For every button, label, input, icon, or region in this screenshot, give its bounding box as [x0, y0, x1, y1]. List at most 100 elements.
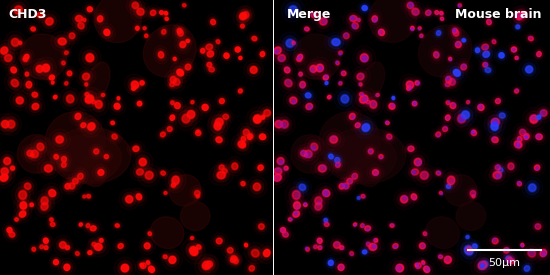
Ellipse shape — [478, 42, 492, 53]
Ellipse shape — [311, 143, 317, 150]
Ellipse shape — [522, 63, 536, 76]
Ellipse shape — [240, 9, 252, 21]
Ellipse shape — [315, 161, 330, 175]
Ellipse shape — [118, 244, 123, 249]
Ellipse shape — [319, 112, 380, 172]
Ellipse shape — [530, 115, 538, 123]
Ellipse shape — [310, 12, 318, 18]
Ellipse shape — [54, 35, 70, 48]
Ellipse shape — [94, 149, 98, 154]
Ellipse shape — [422, 263, 425, 265]
Ellipse shape — [90, 99, 97, 105]
Ellipse shape — [481, 260, 489, 268]
Ellipse shape — [525, 134, 529, 139]
Ellipse shape — [336, 61, 339, 65]
Ellipse shape — [293, 201, 301, 210]
Ellipse shape — [239, 12, 248, 21]
Ellipse shape — [0, 43, 11, 57]
Ellipse shape — [34, 10, 46, 20]
Ellipse shape — [324, 222, 329, 226]
Ellipse shape — [410, 193, 417, 201]
Ellipse shape — [520, 129, 526, 136]
Text: Mouse brain: Mouse brain — [455, 8, 542, 21]
Ellipse shape — [409, 3, 413, 7]
Ellipse shape — [205, 264, 208, 268]
Ellipse shape — [230, 258, 236, 263]
Ellipse shape — [450, 103, 456, 109]
Ellipse shape — [384, 120, 391, 126]
Ellipse shape — [30, 246, 37, 253]
Ellipse shape — [21, 180, 34, 192]
Ellipse shape — [64, 81, 68, 86]
Ellipse shape — [189, 99, 195, 105]
Ellipse shape — [254, 115, 261, 123]
Ellipse shape — [313, 60, 327, 75]
Ellipse shape — [448, 57, 452, 61]
Ellipse shape — [31, 150, 38, 158]
Ellipse shape — [497, 111, 508, 120]
Ellipse shape — [367, 102, 370, 104]
Ellipse shape — [216, 170, 227, 180]
Ellipse shape — [100, 92, 106, 98]
Ellipse shape — [362, 223, 373, 233]
Ellipse shape — [213, 121, 222, 131]
Ellipse shape — [296, 57, 302, 62]
Ellipse shape — [413, 260, 424, 271]
Ellipse shape — [116, 95, 121, 101]
Ellipse shape — [455, 42, 459, 46]
Ellipse shape — [504, 248, 509, 253]
Ellipse shape — [19, 41, 21, 44]
Ellipse shape — [305, 93, 311, 98]
Ellipse shape — [19, 191, 26, 199]
Ellipse shape — [405, 84, 413, 92]
Ellipse shape — [312, 243, 319, 250]
Ellipse shape — [64, 264, 70, 270]
Ellipse shape — [318, 200, 322, 204]
Ellipse shape — [305, 27, 309, 31]
Ellipse shape — [86, 194, 91, 199]
Ellipse shape — [280, 227, 286, 233]
Ellipse shape — [62, 163, 66, 167]
Ellipse shape — [251, 36, 257, 41]
Ellipse shape — [329, 135, 338, 144]
Ellipse shape — [314, 245, 317, 249]
Ellipse shape — [516, 9, 528, 21]
Ellipse shape — [245, 243, 248, 247]
Ellipse shape — [21, 56, 30, 63]
Ellipse shape — [20, 34, 67, 79]
Ellipse shape — [162, 30, 166, 34]
Ellipse shape — [133, 146, 139, 151]
Ellipse shape — [444, 126, 447, 130]
Ellipse shape — [434, 28, 443, 38]
Ellipse shape — [440, 17, 444, 21]
Ellipse shape — [462, 64, 466, 68]
Ellipse shape — [219, 98, 225, 104]
Ellipse shape — [436, 30, 441, 36]
Ellipse shape — [376, 95, 378, 97]
Ellipse shape — [535, 224, 541, 229]
Ellipse shape — [485, 46, 488, 49]
Ellipse shape — [515, 56, 519, 60]
Ellipse shape — [342, 95, 349, 103]
Ellipse shape — [416, 168, 432, 183]
Ellipse shape — [184, 38, 191, 44]
Ellipse shape — [521, 15, 524, 18]
Ellipse shape — [313, 244, 318, 249]
Ellipse shape — [172, 100, 183, 111]
Ellipse shape — [98, 237, 105, 244]
Ellipse shape — [483, 51, 490, 57]
Ellipse shape — [519, 242, 525, 249]
Ellipse shape — [92, 97, 106, 112]
Ellipse shape — [491, 38, 498, 45]
Ellipse shape — [42, 14, 57, 29]
Ellipse shape — [371, 102, 375, 106]
Ellipse shape — [263, 109, 271, 117]
Ellipse shape — [239, 12, 249, 21]
Ellipse shape — [517, 143, 521, 147]
Ellipse shape — [491, 122, 498, 130]
Ellipse shape — [493, 172, 501, 179]
Ellipse shape — [299, 184, 305, 190]
Ellipse shape — [481, 60, 490, 69]
Ellipse shape — [209, 67, 214, 72]
Ellipse shape — [190, 247, 197, 252]
